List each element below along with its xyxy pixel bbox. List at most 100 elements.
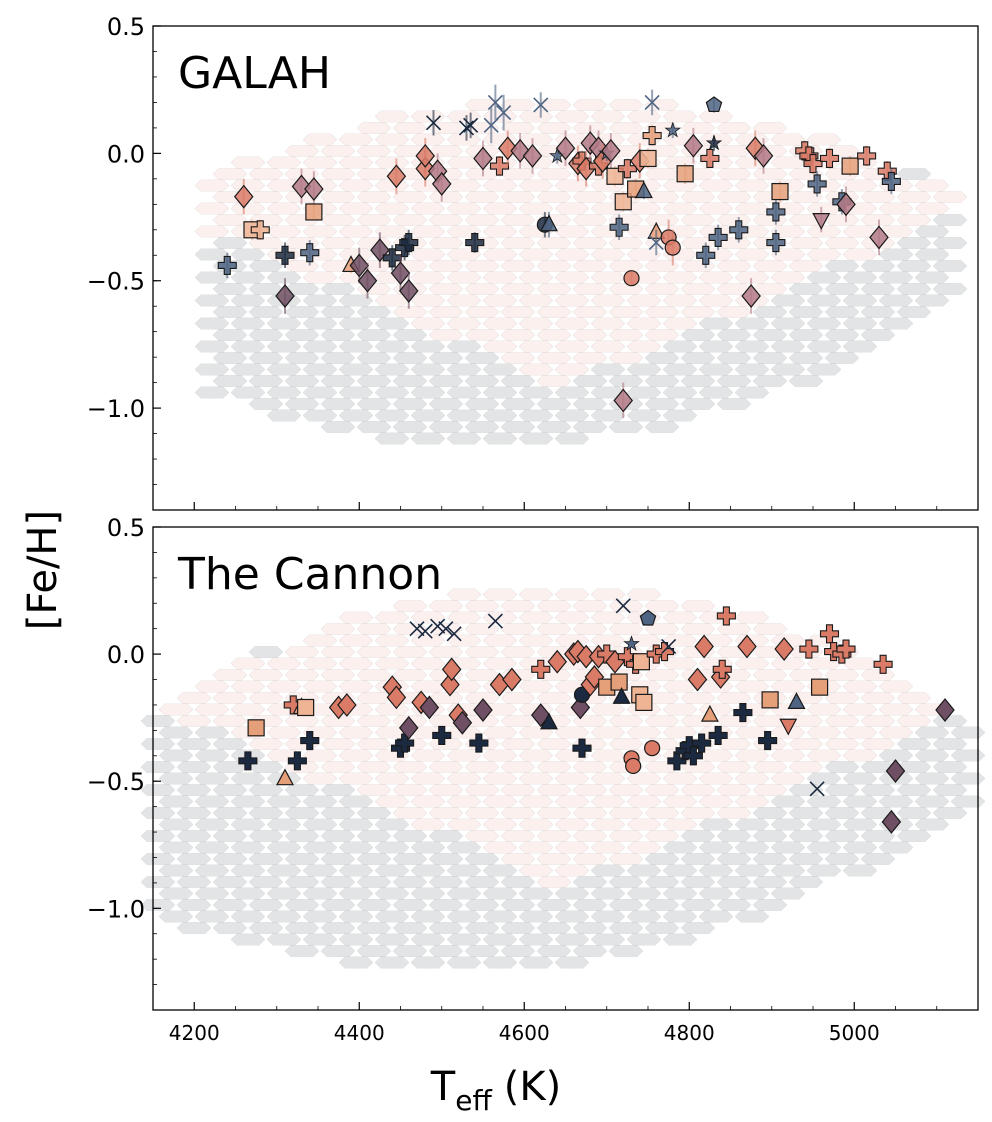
y-tick-label: −1.0: [87, 395, 145, 423]
hexbin-cell: [500, 305, 536, 319]
hexbin-cell: [248, 397, 284, 411]
hexbin-cell: [194, 179, 230, 192]
hexbin-cell: [194, 887, 230, 900]
hexbin-cell: [806, 133, 842, 146]
hexbin-cell: [320, 374, 356, 388]
hexbin-cell: [932, 783, 968, 797]
hexbin-cell: [464, 282, 500, 296]
data-point-triangle: [276, 768, 294, 786]
y-tick-label: 0.5: [107, 514, 145, 542]
marker-cross: [758, 730, 778, 751]
hexbin-cell: [518, 818, 554, 831]
hexbin-cell: [770, 271, 806, 284]
data-point-square: [247, 719, 265, 737]
hexbin-cell: [140, 829, 176, 843]
hexbin-cell: [230, 910, 266, 923]
hexbin-cell: [500, 351, 536, 365]
hexbin-cell: [446, 864, 482, 877]
hexbin-cell: [392, 760, 428, 774]
hexbin-cell: [734, 887, 770, 900]
hexbin-cell: [518, 340, 554, 353]
data-point-diamond: [502, 667, 522, 692]
hexbin-cell: [572, 374, 608, 388]
hexbin-cell: [716, 737, 752, 751]
hexbin-cell: [500, 760, 536, 774]
hexbin-cell: [482, 795, 518, 808]
hexbin-cell: [644, 213, 680, 227]
hexbin-cell: [698, 202, 734, 215]
marker-x: [417, 623, 433, 639]
hexbin-cell: [392, 121, 428, 135]
hexbin-cell: [464, 921, 500, 935]
hexbin-cell: [536, 875, 572, 889]
hexbin-cell: [266, 202, 302, 215]
hexbin-cell: [410, 841, 446, 854]
hexbin-cell: [914, 202, 950, 215]
hexbin-cell: [194, 271, 230, 284]
hexbin-cell: [518, 910, 554, 923]
marker-diamond: [881, 809, 902, 834]
hexbin-cell: [680, 599, 716, 613]
hexbin-cell: [482, 248, 518, 261]
hexbin-cell: [374, 795, 410, 808]
data-point-diamond: [452, 710, 473, 735]
hexbin-cell: [518, 611, 554, 624]
hexbin-cell: [374, 363, 410, 376]
data-point-square: [635, 693, 653, 712]
hexbin-cell: [356, 898, 392, 912]
data-point-diamond: [390, 255, 411, 291]
marker-cross: [729, 220, 749, 240]
marker-diamond: [291, 174, 312, 199]
hexbin-cell: [266, 340, 302, 353]
hexbin-cell: [680, 806, 716, 820]
galah-axes-frame: [152, 25, 979, 511]
hexbin-cell: [356, 875, 392, 889]
hexbin-cell: [194, 864, 230, 877]
hexbin-cell: [608, 921, 644, 935]
hexbin-cell: [878, 202, 914, 215]
hexbin-cell: [320, 668, 356, 682]
hexbin-cell: [824, 829, 860, 843]
hexbin-cell: [410, 818, 446, 831]
hexbin-cell: [536, 691, 572, 705]
hexbin-cell: [428, 397, 464, 411]
hexbin-cell: [572, 259, 608, 273]
hexbin-cell: [752, 622, 788, 636]
data-point-triangle: [540, 211, 558, 238]
hexbin-cell: [770, 317, 806, 330]
hexbin-cell: [698, 772, 734, 785]
marker-diamond: [415, 143, 436, 168]
hexbin-cell: [320, 783, 356, 797]
hexbin-cell: [392, 944, 428, 958]
hexbin-cell: [626, 887, 662, 900]
hexbin-cell: [446, 795, 482, 808]
data-point-diamond: [881, 809, 902, 834]
hexbin-cell: [536, 944, 572, 958]
x-tick-label: 4800: [664, 1021, 715, 1045]
data-point-diamond: [415, 138, 436, 174]
hexbin-cell: [590, 363, 626, 376]
hexbin-cell: [446, 202, 482, 215]
marker-x: [463, 117, 479, 133]
hexbin-cell: [716, 213, 752, 227]
hexbin-cell: [194, 795, 230, 808]
data-point-cross: [572, 738, 592, 758]
data-point-triangle: [634, 181, 653, 200]
hexbin-cell: [860, 305, 896, 319]
hexbin-cell: [698, 110, 734, 123]
hexbin-cell: [374, 317, 410, 330]
hexbin-cell: [752, 829, 788, 843]
data-point-cross: [432, 725, 452, 746]
hexbin-cell: [464, 259, 500, 273]
hexbin-cell: [932, 282, 968, 296]
cannon-hexbin-background: [140, 588, 986, 969]
hexbin-cell: [590, 703, 626, 716]
hexbin-cell: [536, 737, 572, 751]
hexbin-cell: [446, 432, 482, 445]
marker-cross: [700, 148, 720, 169]
hexbin-cell: [302, 340, 338, 353]
hexbin-cell: [392, 921, 428, 935]
hexbin-cell: [230, 386, 266, 399]
hexbin-cell: [284, 783, 320, 797]
hexbin-cell: [680, 305, 716, 319]
